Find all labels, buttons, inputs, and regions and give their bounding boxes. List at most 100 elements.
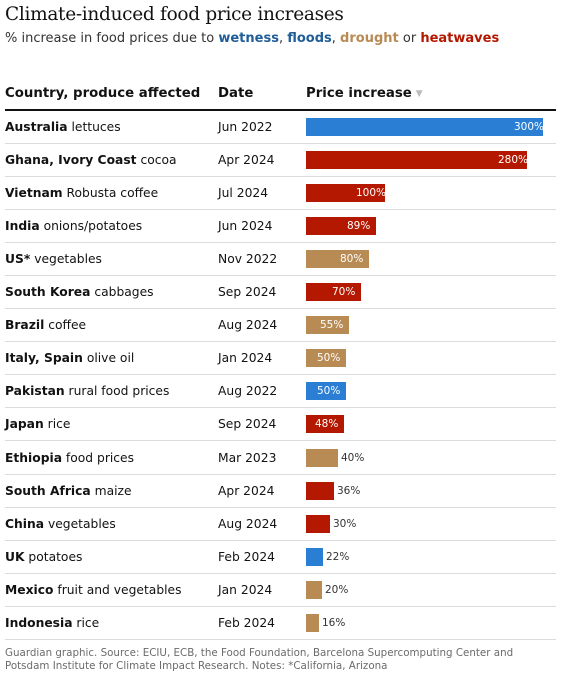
country-cell: UK potatoes: [5, 550, 82, 564]
row-divider: [5, 638, 556, 640]
country-name: Ethiopia: [5, 450, 63, 465]
price-bar: [306, 448, 338, 467]
table-row: Italy, Spain olive oil Jan 2024 50%: [0, 342, 556, 376]
row-divider: [5, 506, 556, 508]
row-divider: [5, 308, 556, 310]
table-row: Japan rice Sep 2024 48%: [0, 408, 556, 442]
subtitle-separator: ,: [278, 31, 284, 46]
price-bar: [306, 217, 376, 236]
column-header-country[interactable]: Country, produce affected: [5, 86, 201, 101]
price-bar: [306, 184, 385, 203]
table-row: India onions/potatoes Jun 2024 89%: [0, 210, 556, 244]
bar-value-label: 36%: [337, 484, 361, 497]
row-divider: [5, 572, 556, 574]
produce-name: rural food prices: [64, 384, 170, 399]
bar-value-label: 89%: [347, 220, 371, 233]
row-divider: [5, 143, 556, 144]
produce-name: coffee: [44, 318, 87, 333]
country-cell: Italy, Spain olive oil: [5, 351, 134, 365]
date-cell: Aug 2022: [218, 384, 278, 399]
sort-descending-icon: ▼: [415, 89, 423, 99]
date-cell: Aug 2024: [218, 318, 278, 333]
date-cell: Apr 2024: [218, 153, 275, 168]
country-cell: China vegetables: [5, 517, 116, 531]
price-bar: [306, 382, 346, 401]
country-cell: Brazil coffee: [5, 318, 86, 332]
date-cell: Jan 2024: [218, 582, 273, 597]
table-row: UK potatoes Feb 2024 22%: [0, 541, 556, 574]
column-header-date[interactable]: Date: [218, 86, 254, 101]
bar-value-label: 22%: [326, 550, 350, 563]
country-name: Japan: [5, 417, 44, 432]
row-divider: [5, 539, 556, 541]
date-cell: Feb 2024: [218, 549, 275, 564]
table-row: Mexico fruit and vegetables Jan 2024 20%: [0, 574, 556, 607]
bar-value-label: 300%: [514, 121, 545, 133]
bar-value-label: 280%: [498, 154, 529, 167]
table-row: US* vegetables Nov 2022 80%: [0, 243, 556, 277]
bar-value-label: 50%: [317, 352, 341, 365]
price-bar: [306, 118, 543, 136]
bar-value-label: 20%: [325, 583, 349, 596]
produce-name: vegetables: [44, 516, 116, 531]
date-cell: Jun 2022: [218, 120, 273, 134]
price-bar: [306, 151, 527, 170]
country-cell: US* vegetables: [5, 252, 102, 266]
produce-name: potatoes: [24, 549, 83, 564]
subtitle-or: or: [402, 31, 417, 46]
bar-value-label: 48%: [315, 418, 339, 431]
column-header-price[interactable]: Price increase ▼: [306, 86, 423, 101]
country-cell: Pakistan rural food prices: [5, 384, 169, 398]
bar-value-label: 40%: [341, 451, 365, 464]
row-divider: [5, 209, 556, 211]
produce-name: cabbages: [90, 285, 154, 300]
date-cell: Nov 2022: [218, 252, 278, 267]
row-divider: [5, 440, 556, 442]
bar-value-label: 50%: [317, 385, 341, 398]
country-cell: Australia lettuces: [5, 120, 121, 134]
row-divider: [5, 341, 556, 343]
produce-name: fruit and vegetables: [53, 582, 182, 597]
country-name: UK: [5, 549, 25, 564]
row-divider: [5, 407, 556, 409]
date-cell: Apr 2024: [218, 483, 275, 498]
country-name: South Korea: [5, 285, 91, 300]
country-name: US*: [5, 252, 31, 267]
subtitle-separator: ,: [331, 31, 336, 46]
produce-name: cocoa: [136, 153, 177, 168]
price-bar: [306, 250, 369, 269]
bar-value-label: 100%: [356, 187, 387, 200]
price-bar: [306, 481, 334, 500]
produce-name: Robusta coffee: [62, 186, 159, 201]
price-bar: [306, 547, 323, 566]
row-divider: [5, 605, 556, 607]
table-row: Ghana, Ivory Coast cocoa Apr 2024 280%: [0, 144, 556, 178]
produce-name: olive oil: [82, 351, 135, 366]
table-row: Vietnam Robusta coffee Jul 2024 100%: [0, 177, 556, 211]
country-name: China: [5, 516, 45, 531]
country-name: Ghana, Ivory Coast: [5, 153, 137, 168]
price-bar: [306, 349, 346, 368]
price-bar: [306, 283, 361, 302]
date-cell: Sep 2024: [218, 285, 277, 300]
column-header-price-label: Price increase: [306, 86, 412, 101]
country-name: Pakistan: [5, 384, 65, 399]
price-bar: [306, 316, 349, 335]
bar-value-label: 30%: [333, 517, 357, 530]
bar-value-label: 70%: [332, 286, 356, 299]
price-bar: [306, 415, 344, 434]
table-row: China vegetables Aug 2024 30%: [0, 508, 556, 541]
produce-name: maize: [90, 483, 132, 498]
legend-wetness: wetness: [218, 31, 279, 46]
table-row: South Korea cabbages Sep 2024 70%: [0, 276, 556, 310]
country-cell: India onions/potatoes: [5, 219, 142, 233]
source-note: Guardian graphic. Source: ECIU, ECB, the…: [5, 647, 514, 672]
price-bar: [306, 580, 322, 599]
country-cell: Ethiopia food prices: [5, 451, 134, 465]
table-row: Indonesia rice Feb 2024 16%: [0, 607, 556, 640]
table-row: Ethiopia food prices Mar 2023 40%: [0, 442, 556, 475]
country-name: Vietnam: [5, 186, 63, 201]
date-cell: Jun 2024: [218, 219, 273, 234]
date-cell: Aug 2024: [218, 516, 278, 531]
row-divider: [5, 473, 556, 475]
